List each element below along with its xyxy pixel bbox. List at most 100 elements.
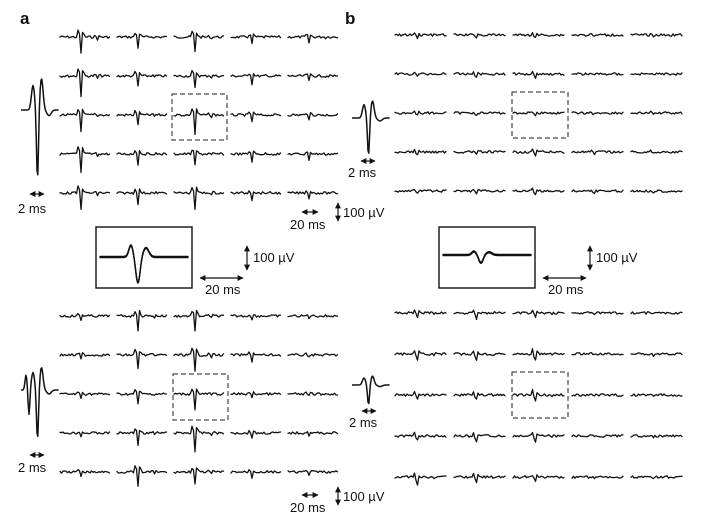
electrode-trace xyxy=(453,71,506,78)
electrode-trace xyxy=(571,72,624,76)
highlighted-electrode-box-a-bottom xyxy=(172,373,229,421)
electrode-trace xyxy=(453,150,506,155)
scale-label-20ms: 20 ms xyxy=(548,282,584,297)
highlighted-electrode-box-b-top xyxy=(511,91,569,139)
panel-b-label: b xyxy=(345,9,355,28)
electrode-trace xyxy=(173,467,225,485)
electrode-trace xyxy=(630,475,683,480)
electrode-trace xyxy=(173,30,225,53)
scale-label-100uv: 100 µV xyxy=(253,250,295,265)
spike-waveform-trace xyxy=(21,367,59,438)
electrode-trace xyxy=(287,391,339,397)
electrode-trace xyxy=(571,149,624,156)
scale-label-20ms: 20 ms xyxy=(290,500,326,515)
panel-a-label: a xyxy=(20,9,30,28)
time-scale-bar-a-top: 2 ms xyxy=(18,191,47,216)
overlay-inset-b xyxy=(438,226,536,289)
electrode-trace xyxy=(571,351,624,356)
electrode-trace xyxy=(173,69,225,89)
electrode-trace xyxy=(630,434,683,439)
electrode-trace xyxy=(630,149,683,154)
electrode-trace xyxy=(116,109,168,126)
electrode-trace xyxy=(287,33,339,44)
electrode-trace xyxy=(230,314,282,321)
inset-scale-bar-b: 100 µV 20 ms xyxy=(542,245,638,297)
time-scale-bar-b-top: 2 ms xyxy=(348,158,377,180)
scale-label-2ms: 2 ms xyxy=(18,460,47,475)
electrode-trace xyxy=(512,148,565,157)
electrode-trace xyxy=(173,388,225,411)
enlarged-spike-waveform-b-bottom xyxy=(352,375,390,405)
electrode-trace xyxy=(173,425,225,453)
electrode-trace xyxy=(394,350,447,361)
electrode-trace xyxy=(571,434,624,438)
grid-scale-bar-a-bottom: 20 ms 100 µV xyxy=(290,486,385,515)
electrode-trace xyxy=(512,431,565,443)
electrode-trace xyxy=(287,314,339,320)
electrode-trace xyxy=(287,151,339,162)
electrode-trace xyxy=(512,348,565,361)
electrode-trace xyxy=(453,188,506,195)
electrode-trace xyxy=(116,428,168,447)
scale-label-20ms: 20 ms xyxy=(290,217,326,232)
inset-scale-bar-a: 100 µV 20 ms xyxy=(199,245,295,297)
electrode-trace xyxy=(230,391,282,399)
electrode-trace xyxy=(453,111,506,117)
electrode-trace xyxy=(116,388,168,405)
electrode-trace xyxy=(453,309,506,321)
electrode-trace xyxy=(630,352,683,358)
overlaid-trace xyxy=(99,245,189,284)
overlay-inset-a xyxy=(95,226,193,289)
enlarged-spike-waveform-a-bottom xyxy=(21,367,59,438)
electrode-trace xyxy=(394,472,447,486)
electrode-trace xyxy=(230,72,282,86)
time-scale-bar-a-bottom: 2 ms xyxy=(18,452,47,475)
electrode-trace xyxy=(173,309,225,332)
enlarged-spike-waveform-a-top xyxy=(21,78,59,176)
scale-label-100uv: 100 µV xyxy=(343,205,385,220)
electrode-trace xyxy=(394,148,447,156)
electrode-trace xyxy=(59,185,111,210)
electrode-trace xyxy=(453,432,506,443)
electrode-trace xyxy=(173,149,225,166)
electrode-trace xyxy=(453,350,506,361)
time-scale-bar-b-bottom: 2 ms xyxy=(349,408,378,430)
highlighted-electrode-box-a-top xyxy=(171,93,228,141)
electrode-trace xyxy=(287,431,339,437)
scale-label-100uv: 100 µV xyxy=(343,489,385,504)
electrode-trace xyxy=(116,70,168,87)
electrode-trace xyxy=(571,475,624,480)
electrode-trace xyxy=(173,186,225,210)
electrode-trace xyxy=(512,187,565,196)
electrode-trace xyxy=(287,73,339,82)
scale-label-100uv: 100 µV xyxy=(596,250,638,265)
electrode-trace xyxy=(59,146,111,174)
electrode-trace xyxy=(512,388,565,402)
grid-scale-bar-a-top: 20 ms 100 µV xyxy=(290,202,385,232)
electrode-trace xyxy=(512,474,565,483)
inset-frame xyxy=(438,226,536,289)
electrode-trace xyxy=(59,352,111,360)
spike-waveform-trace xyxy=(352,375,390,405)
electrode-trace xyxy=(571,189,624,194)
electrode-trace xyxy=(630,189,683,194)
overlaid-trace xyxy=(442,251,532,265)
electrode-trace xyxy=(453,391,506,400)
electrode-trace xyxy=(230,190,282,202)
electrode-trace xyxy=(630,32,683,38)
electrode-trace xyxy=(453,33,506,39)
overlaid-spike-traces xyxy=(442,250,532,265)
electrode-trace xyxy=(116,465,168,487)
electrode-trace xyxy=(453,472,506,484)
electrode-trace xyxy=(571,393,624,397)
electrode-trace xyxy=(59,469,111,478)
scale-label-20ms: 20 ms xyxy=(205,282,241,297)
panel-a-bottom-electrode-grid xyxy=(59,309,339,487)
electrode-trace xyxy=(394,71,447,77)
electrode-trace xyxy=(394,309,447,319)
electrode-trace xyxy=(230,33,282,45)
panel-b-top-electrode-grid xyxy=(394,32,683,196)
scale-label-2ms: 2 ms xyxy=(349,415,378,430)
scale-label-2ms: 2 ms xyxy=(348,165,377,180)
electrode-trace xyxy=(512,111,565,117)
